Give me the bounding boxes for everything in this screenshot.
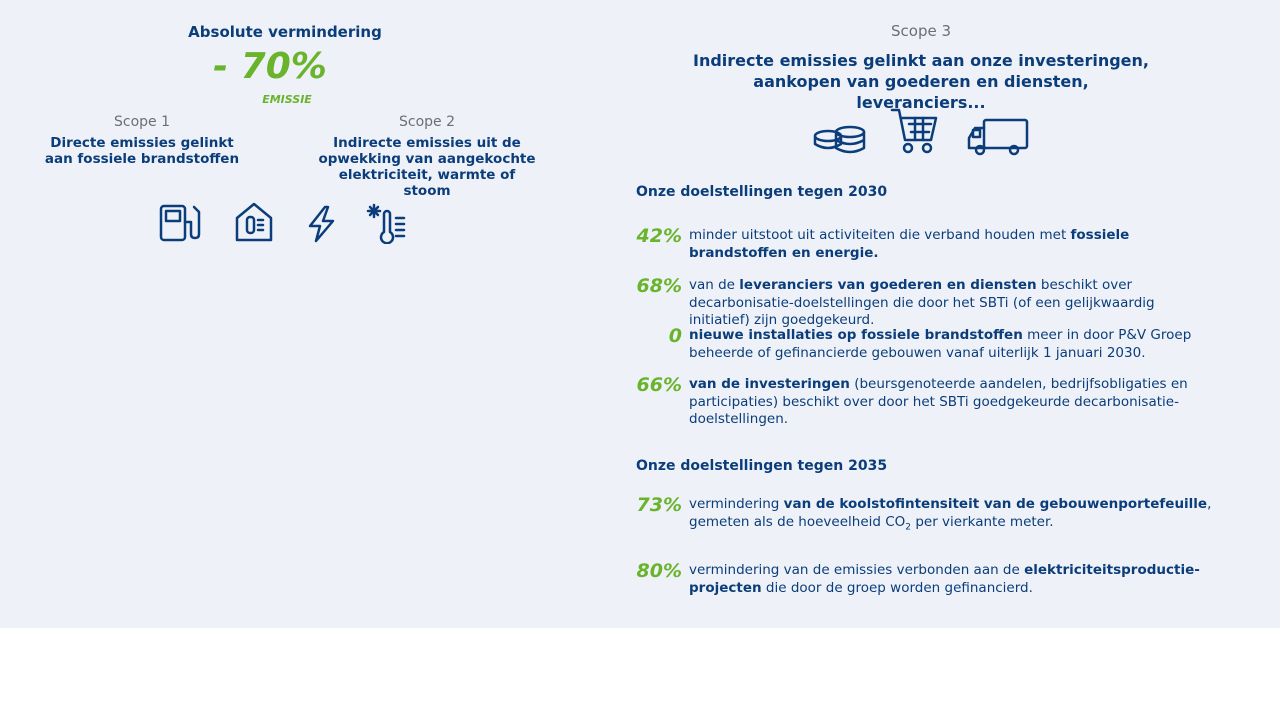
text-run: vermindering van de emissies verbonden a… xyxy=(689,562,1025,578)
text-run: nieuwe installaties op fossiele brandsto… xyxy=(689,327,1023,343)
target-value: 80% xyxy=(636,560,682,582)
lightning-icon xyxy=(308,205,335,243)
scope-title: Indirecte emissies gelinkt aan onze inve… xyxy=(693,51,1149,112)
scope-name: Scope 2 xyxy=(398,114,456,130)
text-run: meer in door P&V Groep beheerde of gefin… xyxy=(689,327,1192,361)
target-text: van de leveranciers van goederen en dien… xyxy=(689,277,1214,330)
text-run: 2 xyxy=(905,522,912,533)
text-run: minder uitstoot uit activiteiten die ver… xyxy=(689,227,1071,243)
text-run: van de investeringen xyxy=(689,376,850,392)
target-text: minder uitstoot uit activiteiten die ver… xyxy=(689,227,1214,262)
fuel-icon xyxy=(159,204,201,242)
text-run: (beursgenoteerde aandelen, bedrijfsoblig… xyxy=(689,376,1188,427)
scope-description: Directe emissies gelinkt aan fossiele br… xyxy=(44,135,240,167)
cart-icon xyxy=(890,108,938,154)
text-run: van de koolstofintensiteit van de gebouw… xyxy=(783,496,1208,512)
scope-description: Indirecte emissies uit de opwekking van … xyxy=(318,135,536,199)
heading: Absolute vermindering xyxy=(188,23,382,41)
target-text: vermindering van de emissies verbonden a… xyxy=(689,562,1214,597)
text-run: van de xyxy=(689,277,740,293)
coins-icon xyxy=(813,125,866,154)
reduction-label: EMISSIE xyxy=(262,93,312,106)
scope-name: Scope 3 xyxy=(890,22,952,40)
reduction: - 70% xyxy=(213,46,327,87)
target-value: 68% xyxy=(636,275,682,297)
text-run: per vierkante meter. xyxy=(911,513,1054,530)
text-run: beschikt over decarbonisatie-doelstellin… xyxy=(689,277,1155,328)
target-value: 0 xyxy=(668,325,682,347)
house-icon xyxy=(235,202,273,242)
text-run: vermindering xyxy=(689,496,784,512)
target-value: 73% xyxy=(636,494,682,516)
panel: Absolute vermindering - 70% EMISSIE Scop… xyxy=(0,0,1280,628)
text-run: leveranciers van goederen en diensten xyxy=(739,277,1037,293)
text-run: fossiele brandstoffen en energie. xyxy=(689,227,1130,261)
target-value: 66% xyxy=(636,374,682,396)
target-text: van de investeringen (beursgenoteerde aa… xyxy=(689,376,1214,429)
scope-name: Scope 1 xyxy=(113,114,171,130)
text-run: elektriciteitsproductie-projecten xyxy=(689,562,1200,596)
section-heading: Onze doelstellingen tegen 2035 xyxy=(636,458,888,474)
target-value: 42% xyxy=(636,225,682,247)
section-heading: Onze doelstellingen tegen 2030 xyxy=(636,184,888,200)
text-run: die door de groep worden gefinancierd. xyxy=(761,579,1033,596)
text-run: , gemeten als de hoeveelheid CO xyxy=(689,496,1212,530)
truck-icon xyxy=(967,118,1029,156)
thermometer-icon xyxy=(366,203,406,244)
target-text: vermindering van de koolstofintensiteit … xyxy=(689,496,1214,537)
target-text: nieuwe installaties op fossiele brandsto… xyxy=(689,327,1214,362)
